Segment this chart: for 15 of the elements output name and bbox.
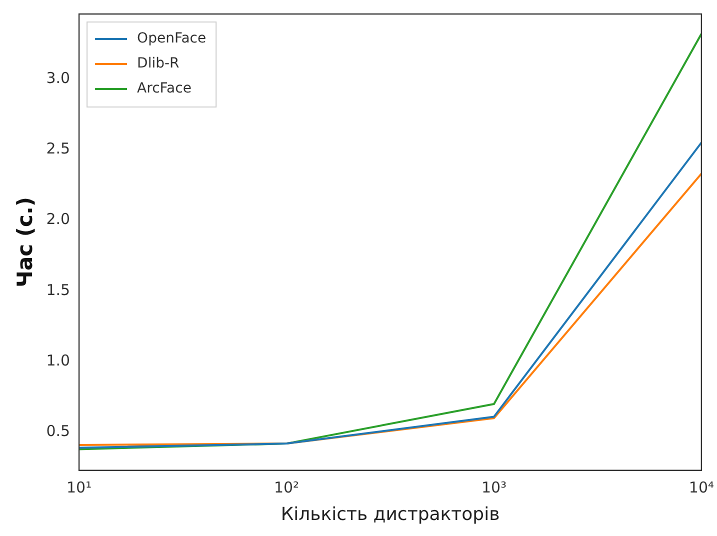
legend-label: OpenFace (137, 30, 206, 47)
y-tick-label: 0.5 (46, 422, 70, 440)
legend-label: ArcFace (137, 80, 192, 97)
y-tick-label: 1.0 (46, 351, 70, 370)
legend-label: Dlib-R (137, 56, 180, 72)
x-axis-title: Кількість дистракторів (280, 504, 500, 525)
y-tick-label: 1.5 (46, 280, 70, 299)
y-axis-title: Час (с.) (13, 196, 38, 288)
y-tick-label: 2.5 (46, 140, 70, 158)
x-tick-label: 10⁴ (688, 478, 714, 496)
y-tick-label: 2.0 (46, 210, 70, 228)
x-tick-label: 10¹ (66, 478, 92, 496)
x-tick-label: 10² (274, 478, 300, 496)
y-tick-label: 3.0 (46, 68, 70, 87)
x-tick-label: 10³ (481, 478, 507, 496)
